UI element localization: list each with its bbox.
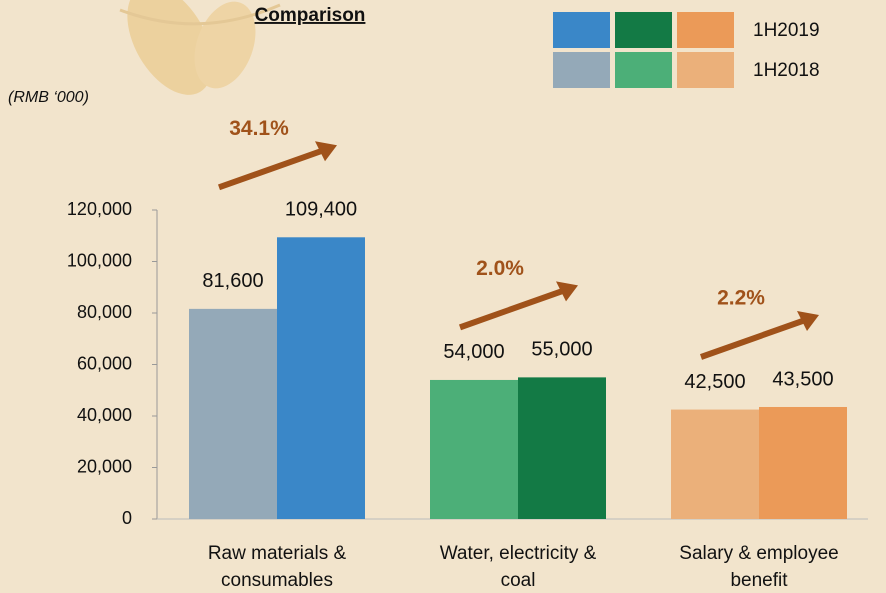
value-label: 43,500	[772, 368, 833, 390]
value-label: 54,000	[443, 341, 504, 363]
value-label: 42,500	[684, 371, 745, 393]
x-tick-label: Water, electricity & coal	[439, 543, 597, 591]
chart-title: Comparison	[255, 5, 366, 26]
y-tick-label: 120,000	[67, 199, 132, 219]
arrow-head	[556, 281, 578, 302]
bar	[518, 377, 606, 519]
bar	[277, 237, 365, 520]
x-tick-label: Raw materials & consumables	[207, 543, 347, 591]
arrow-head	[315, 141, 337, 162]
legend-swatch	[615, 52, 672, 88]
growth-label: 2.0%	[476, 257, 524, 280]
growth-arrow	[217, 145, 331, 191]
legend-swatch	[553, 52, 610, 88]
legend-swatch	[615, 12, 672, 48]
legend-swatch	[677, 12, 734, 48]
value-label: 81,600	[202, 270, 263, 292]
arrow-head	[797, 310, 819, 331]
growth-label: 34.1%	[229, 117, 289, 140]
y-tick-label: 100,000	[67, 250, 132, 270]
legend-label: 1H2019	[753, 20, 820, 41]
y-tick-label: 0	[122, 508, 132, 528]
bar	[430, 379, 518, 519]
legend-label: 1H2018	[753, 60, 820, 81]
y-tick-label: 80,000	[77, 302, 132, 322]
value-label: 55,000	[531, 339, 592, 361]
growth-label: 2.2%	[717, 287, 765, 310]
bar	[759, 406, 847, 519]
legend-swatch	[553, 12, 610, 48]
y-tick-label: 40,000	[77, 405, 132, 425]
growth-arrow	[699, 315, 813, 360]
unit-label: (RMB ‘000)	[8, 89, 89, 106]
bar	[671, 409, 759, 519]
bar	[189, 308, 277, 519]
legend-swatch	[677, 52, 734, 88]
y-tick-label: 60,000	[77, 353, 132, 373]
x-tick-label: Salary & employee benefit	[679, 543, 839, 591]
leaf-decoration	[119, 0, 281, 95]
y-tick-label: 20,000	[77, 456, 132, 476]
growth-arrow	[458, 285, 572, 331]
value-label: 109,400	[285, 199, 357, 221]
